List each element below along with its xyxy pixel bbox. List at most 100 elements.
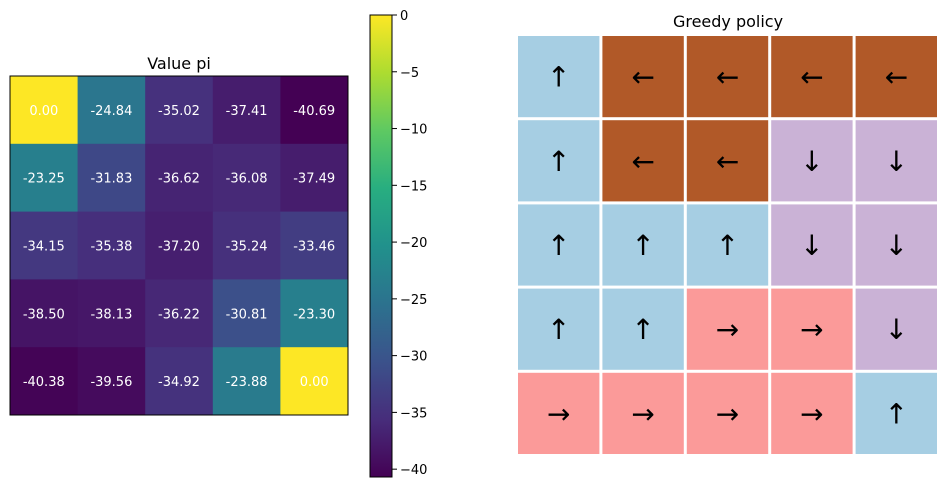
value-cell	[212, 347, 281, 416]
policy-arrow-up-icon: ↑	[547, 61, 570, 94]
value-cell	[145, 279, 214, 348]
value-cell	[212, 143, 281, 213]
policy-arrow-right-icon: →	[631, 397, 654, 430]
value-cell	[280, 279, 349, 348]
colorbar: 0 −5 −10 −15 −20 −25 −30 −35 −40	[369, 9, 427, 478]
policy-grid: Greedy policy ↑ ← ← ← ← ↑ ← ← ↓ ↓ ↑ ↑ ↑ ↓ ↓ ↑ ↑ → → ↓ → → → → ↑	[518, 12, 937, 454]
value-cell-label: -35.24	[226, 240, 268, 255]
value-heatmap-title: Value pi	[147, 54, 211, 73]
colorbar-gradient	[369, 14, 393, 478]
policy-arrow-down-icon: ↓	[885, 145, 908, 178]
policy-cell	[771, 36, 853, 118]
value-cell	[280, 347, 349, 416]
policy-arrow-right-icon: →	[716, 397, 739, 430]
value-cell-label: -23.30	[293, 307, 335, 322]
value-cell	[212, 211, 281, 280]
policy-cell	[518, 372, 600, 454]
policy-cell	[686, 204, 769, 286]
value-cell	[145, 76, 214, 145]
value-cell	[212, 76, 281, 145]
policy-cell	[686, 372, 769, 454]
value-cell-label: -40.38	[23, 375, 65, 390]
colorbar-tick-label: −30	[400, 350, 427, 365]
policy-arrow-left-icon: ←	[716, 61, 739, 94]
value-cell	[77, 143, 146, 213]
value-cell	[10, 143, 79, 213]
colorbar-tick-label: −35	[400, 406, 427, 421]
policy-cell	[855, 36, 937, 118]
value-cell	[10, 211, 79, 280]
value-cell	[145, 211, 214, 280]
colorbar-tick-label: −20	[400, 236, 427, 251]
value-cell-label: -35.02	[158, 104, 200, 119]
policy-cell	[771, 204, 853, 286]
value-cell	[280, 211, 349, 280]
value-cell-label: -39.56	[90, 375, 132, 390]
policy-cell	[771, 288, 853, 370]
value-cell	[145, 143, 214, 213]
policy-arrow-right-icon: →	[547, 397, 570, 430]
value-cell-label: -38.50	[23, 307, 65, 322]
value-cell-label: -35.38	[90, 240, 132, 255]
value-cells: 0.00 -24.84 -35.02 -37.41 -40.69 -23.25 -31.83…	[10, 76, 349, 416]
value-heatmap-frame	[9, 75, 349, 416]
policy-arrow-down-icon: ↓	[800, 229, 823, 262]
policy-cell	[771, 372, 853, 454]
policy-arrow-up-icon: ↑	[885, 397, 908, 430]
value-cell-label: -23.25	[23, 172, 65, 187]
policy-cell	[518, 36, 600, 118]
value-cell-label: -37.41	[226, 104, 268, 119]
colorbar-tick-label: −5	[400, 66, 419, 81]
policy-arrow-up-icon: ↑	[547, 145, 570, 178]
value-cell	[145, 347, 214, 416]
value-cell	[77, 347, 146, 416]
policy-arrow-left-icon: ←	[631, 61, 654, 94]
policy-cell	[855, 372, 937, 454]
value-cell-label: 0.00	[300, 375, 329, 390]
policy-title: Greedy policy	[673, 12, 783, 31]
value-cell-label: -33.46	[293, 240, 335, 255]
value-cell	[10, 279, 79, 348]
policy-cells: ↑ ← ← ← ← ↑ ← ← ↓ ↓ ↑ ↑ ↑ ↓ ↓ ↑ ↑ → → ↓ → → → → ↑	[518, 36, 937, 454]
policy-cell	[518, 120, 600, 202]
value-cell-label: -30.81	[226, 307, 268, 322]
colorbar-tick-label: −15	[400, 179, 427, 194]
policy-cell	[518, 288, 600, 370]
value-cell-label: -34.15	[23, 240, 65, 255]
policy-cell	[602, 372, 684, 454]
policy-cell	[686, 120, 769, 202]
value-cell	[77, 279, 146, 348]
policy-arrow-down-icon: ↓	[800, 145, 823, 178]
value-heatmap: Value pi 0.00 -24.84 -35.02 -37.41 -40.69 -23…	[9, 54, 349, 416]
value-cell	[280, 143, 349, 213]
value-cell	[280, 76, 349, 145]
policy-cell	[602, 288, 684, 370]
policy-arrow-left-icon: ←	[800, 61, 823, 94]
value-cell-label: 0.00	[29, 104, 58, 119]
colorbar-tick-label: −10	[400, 123, 427, 138]
colorbar-tick-label: 0	[400, 9, 408, 24]
policy-cell	[686, 288, 769, 370]
policy-arrow-up-icon: ↑	[547, 313, 570, 346]
value-cell-label: -36.62	[158, 172, 200, 187]
value-cell-label: -36.08	[226, 172, 268, 187]
policy-arrow-right-icon: →	[800, 397, 823, 430]
value-cell-label: -23.88	[226, 375, 268, 390]
policy-cell	[855, 204, 937, 286]
policy-cell	[855, 120, 937, 202]
policy-cell	[602, 120, 684, 202]
colorbar-tick-label: −40	[400, 463, 427, 478]
value-cell-label: -31.83	[90, 172, 132, 187]
value-cell-label: -36.22	[158, 307, 200, 322]
policy-arrow-up-icon: ↑	[547, 229, 570, 262]
value-cell	[10, 76, 79, 145]
value-cell-label: -34.92	[158, 375, 200, 390]
policy-arrow-up-icon: ↑	[716, 229, 739, 262]
value-cell	[10, 347, 79, 416]
policy-arrow-right-icon: →	[800, 313, 823, 346]
value-cell-label: -37.49	[293, 172, 335, 187]
policy-arrow-left-icon: ←	[885, 61, 908, 94]
policy-arrow-down-icon: ↓	[885, 313, 908, 346]
policy-cell	[686, 36, 769, 118]
value-cell	[212, 279, 281, 348]
